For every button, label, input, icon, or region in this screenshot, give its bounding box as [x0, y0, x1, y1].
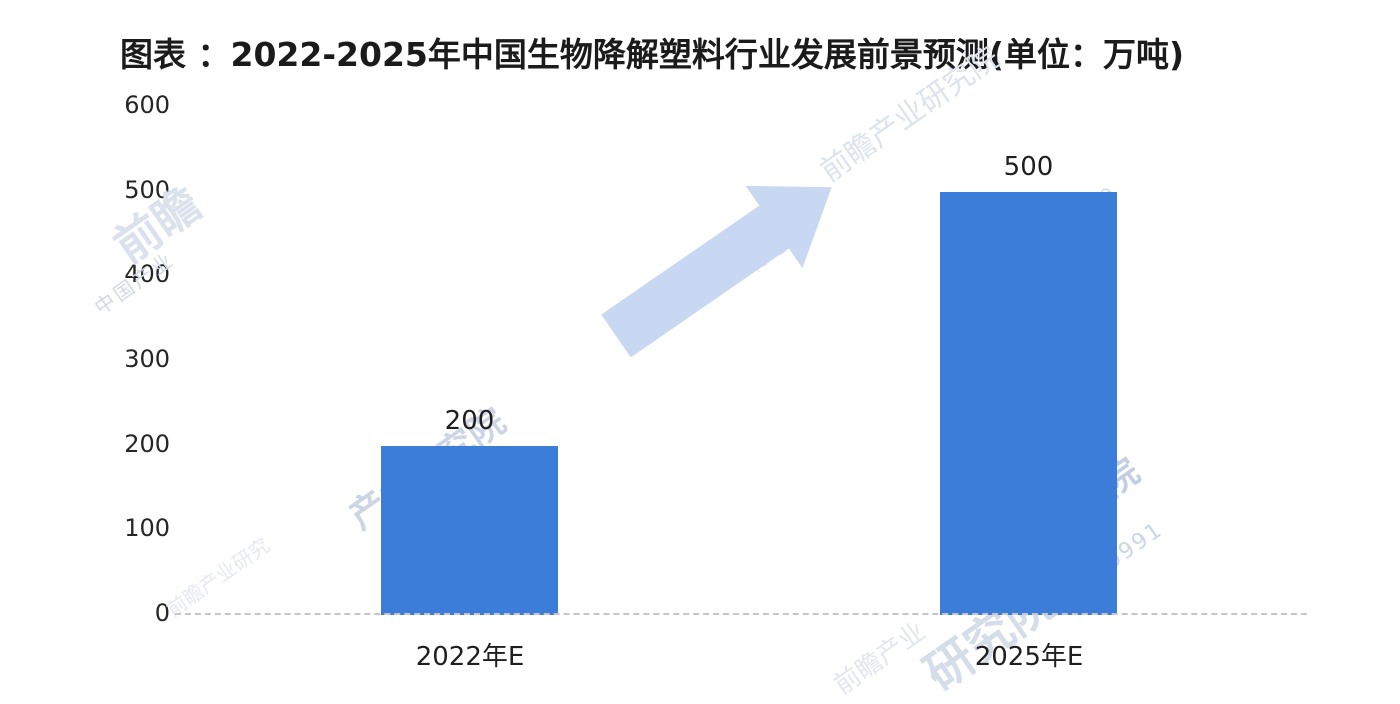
- bar-value-label-2022: 200: [444, 406, 495, 436]
- y-tick-600: 600: [124, 91, 170, 119]
- x-label-2025: 2025年E: [974, 642, 1084, 672]
- chart-title: 图表 ：2022-2025年中国生物降解塑料行业发展前景预测(单位：万吨): [120, 35, 1185, 74]
- growth-arrow-icon: [601, 185, 832, 358]
- bar-2022: [381, 446, 558, 615]
- x-label-2022: 2022年E: [415, 642, 525, 672]
- y-tick-500: 500: [124, 176, 170, 204]
- growth-arrow-shape: [601, 185, 832, 358]
- bar-value-label-2025: 500: [1003, 152, 1054, 182]
- x-axis-line: [175, 613, 1307, 615]
- bar-2025: [940, 192, 1117, 615]
- y-tick-400: 400: [124, 260, 170, 288]
- y-tick-200: 200: [124, 430, 170, 458]
- y-tick-100: 100: [124, 514, 170, 542]
- y-tick-300: 300: [124, 345, 170, 373]
- y-tick-0: 0: [154, 599, 170, 627]
- watermark-text: 前瞻产业研究: [161, 533, 275, 622]
